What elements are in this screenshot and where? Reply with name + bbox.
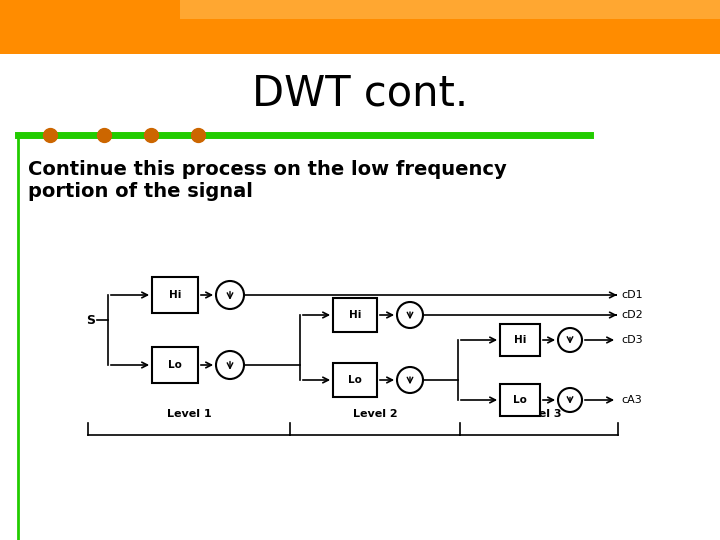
Text: Level 1: Level 1 [167,409,211,419]
Circle shape [216,281,244,309]
Bar [152,347,198,383]
Text: Hi: Hi [348,310,361,320]
Point [99,131,110,139]
Circle shape [558,388,582,412]
Text: Hi: Hi [514,335,526,345]
Text: Level 2: Level 2 [353,409,397,419]
Text: Hi: Hi [168,290,181,300]
Bar [333,363,377,397]
Text: Level 3: Level 3 [517,409,562,419]
Text: DWT cont.: DWT cont. [252,72,468,114]
Bar [333,298,377,332]
Point [45,131,56,139]
Text: cD2: cD2 [621,310,643,320]
Text: cD1: cD1 [621,290,643,300]
Text: Continue this process on the low frequency
portion of the signal: Continue this process on the low frequen… [28,160,507,201]
Text: cD3: cD3 [621,335,643,345]
Text: Lo: Lo [513,395,527,405]
Bar [0,0,720,54]
Circle shape [216,351,244,379]
Circle shape [397,367,423,393]
Bar [180,0,720,19]
Text: Lo: Lo [348,375,362,385]
Point [192,131,204,139]
Circle shape [397,302,423,328]
Bar [152,277,198,313]
Text: S: S [86,314,95,327]
Circle shape [558,328,582,352]
Text: cA3: cA3 [621,395,642,405]
Point [145,131,157,139]
Bar [500,384,540,416]
Bar [500,324,540,356]
Text: Lo: Lo [168,360,182,370]
